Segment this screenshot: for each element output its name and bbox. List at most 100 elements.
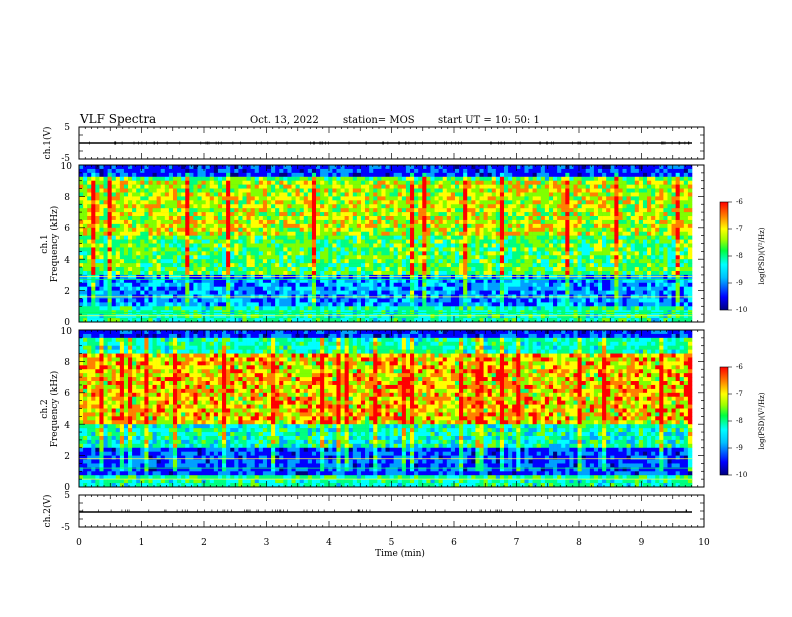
- spectrogram-cell: [345, 287, 349, 291]
- spectrogram-cell: [267, 208, 271, 212]
- spectrogram-cell: [369, 263, 373, 267]
- spectrogram-cell: [549, 287, 553, 291]
- spectrogram-cell: [475, 220, 479, 224]
- spectrogram-cell: [132, 165, 136, 169]
- spectrogram-cell: [418, 204, 422, 208]
- spectrogram-cell: [136, 298, 140, 302]
- spectrogram-cell: [553, 204, 557, 208]
- spectrogram-cell: [492, 306, 496, 310]
- spectrogram-cell: [296, 220, 300, 224]
- spectrogram-cell: [529, 251, 533, 255]
- spectrogram-cell: [128, 306, 132, 310]
- spectrogram-cell: [263, 177, 267, 181]
- spectrogram-cell: [222, 302, 226, 306]
- spectrogram-cell: [455, 216, 459, 220]
- spectrogram-cell: [426, 173, 430, 177]
- spectrogram-cell: [136, 232, 140, 236]
- spectrogram-cell: [165, 196, 169, 200]
- spectrogram-cell: [336, 298, 340, 302]
- spectrogram-cell: [357, 298, 361, 302]
- spectrogram-cell: [308, 189, 312, 193]
- spectrogram-cell: [500, 314, 504, 318]
- spectrogram-cell: [545, 232, 549, 236]
- spectrogram-cell: [398, 267, 402, 271]
- spectrogram-cell: [173, 173, 177, 177]
- spectrogram-cell: [238, 204, 242, 208]
- spectrogram-cell: [398, 271, 402, 275]
- spectrogram-cell: [161, 263, 165, 267]
- spectrogram-cell: [193, 259, 197, 263]
- spectrogram-cell: [516, 208, 520, 212]
- spectrogram-cell: [345, 208, 349, 212]
- spectrogram-cell: [500, 251, 504, 255]
- spectrogram-cell: [508, 169, 512, 173]
- spectrogram-cell: [136, 220, 140, 224]
- spectrogram-cell: [492, 244, 496, 248]
- spectrogram-cell: [447, 275, 451, 279]
- spectrogram-cell: [402, 220, 406, 224]
- spectrogram-cell: [418, 306, 422, 310]
- spectrogram-cell: [435, 287, 439, 291]
- spectrogram-cell: [153, 232, 157, 236]
- spectrogram-cell: [234, 212, 238, 216]
- spectrogram-cell: [455, 271, 459, 275]
- spectrogram-cell: [529, 216, 533, 220]
- spectrogram-cell: [455, 267, 459, 271]
- spectrogram-cell: [320, 247, 324, 251]
- spectrogram-cell: [430, 177, 434, 181]
- spectrogram-cell: [381, 216, 385, 220]
- spectrogram-cell: [496, 283, 500, 287]
- spectrogram-cell: [247, 204, 251, 208]
- spectrogram-cell: [218, 267, 222, 271]
- spectrogram-cell: [390, 228, 394, 232]
- spectrogram-cell: [157, 212, 161, 216]
- spectrogram-cell: [541, 314, 545, 318]
- spectrogram-cell: [296, 185, 300, 189]
- spectrogram-cell: [132, 192, 136, 196]
- spectrogram-cell: [210, 244, 214, 248]
- spectrogram-cell: [463, 173, 467, 177]
- spectrogram-cell: [533, 247, 537, 251]
- spectrogram-cell: [259, 244, 263, 248]
- spectrogram-cell: [377, 240, 381, 244]
- spectrogram-cell: [251, 271, 255, 275]
- spectrogram-cell: [157, 200, 161, 204]
- spectrogram-cell: [475, 314, 479, 318]
- spectrogram-cell: [206, 200, 210, 204]
- spectrogram-cell: [533, 240, 537, 244]
- spectrogram-cell: [267, 263, 271, 267]
- spectrogram-cell: [296, 263, 300, 267]
- spectrogram-cell: [148, 220, 152, 224]
- spectrogram-cell: [255, 251, 259, 255]
- spectrogram-cell: [296, 247, 300, 251]
- spectrogram-cell: [242, 204, 246, 208]
- spectrogram-cell: [230, 228, 234, 232]
- spectrogram-cell: [541, 240, 545, 244]
- spectrogram-cell: [181, 216, 185, 220]
- spectrogram-cell: [116, 287, 120, 291]
- spectrogram-cell: [189, 259, 193, 263]
- spectrogram-cell: [287, 212, 291, 216]
- spectrogram-cell: [443, 185, 447, 189]
- spectrogram-cell: [124, 302, 128, 306]
- spectrogram-cell: [202, 232, 206, 236]
- spectrogram-cell: [308, 173, 312, 177]
- spectrogram-cell: [165, 169, 169, 173]
- spectrogram-cell: [381, 185, 385, 189]
- spectrogram-cell: [406, 302, 410, 306]
- spectrogram-cell: [132, 185, 136, 189]
- spectrogram-cell: [479, 287, 483, 291]
- spectrogram-cell: [377, 204, 381, 208]
- spectrogram-cell: [222, 181, 226, 185]
- spectrogram-cell: [206, 283, 210, 287]
- spectrogram-cell: [259, 283, 263, 287]
- spectrogram-cell: [406, 255, 410, 259]
- spectrogram-cell: [345, 255, 349, 259]
- spectrogram-cell: [447, 259, 451, 263]
- spectrogram-cell: [218, 216, 222, 220]
- spectrogram-cell: [210, 224, 214, 228]
- spectrogram-cell: [251, 247, 255, 251]
- spectrogram-cell: [447, 169, 451, 173]
- spectrogram-cell: [181, 251, 185, 255]
- spectrogram-cell: [369, 283, 373, 287]
